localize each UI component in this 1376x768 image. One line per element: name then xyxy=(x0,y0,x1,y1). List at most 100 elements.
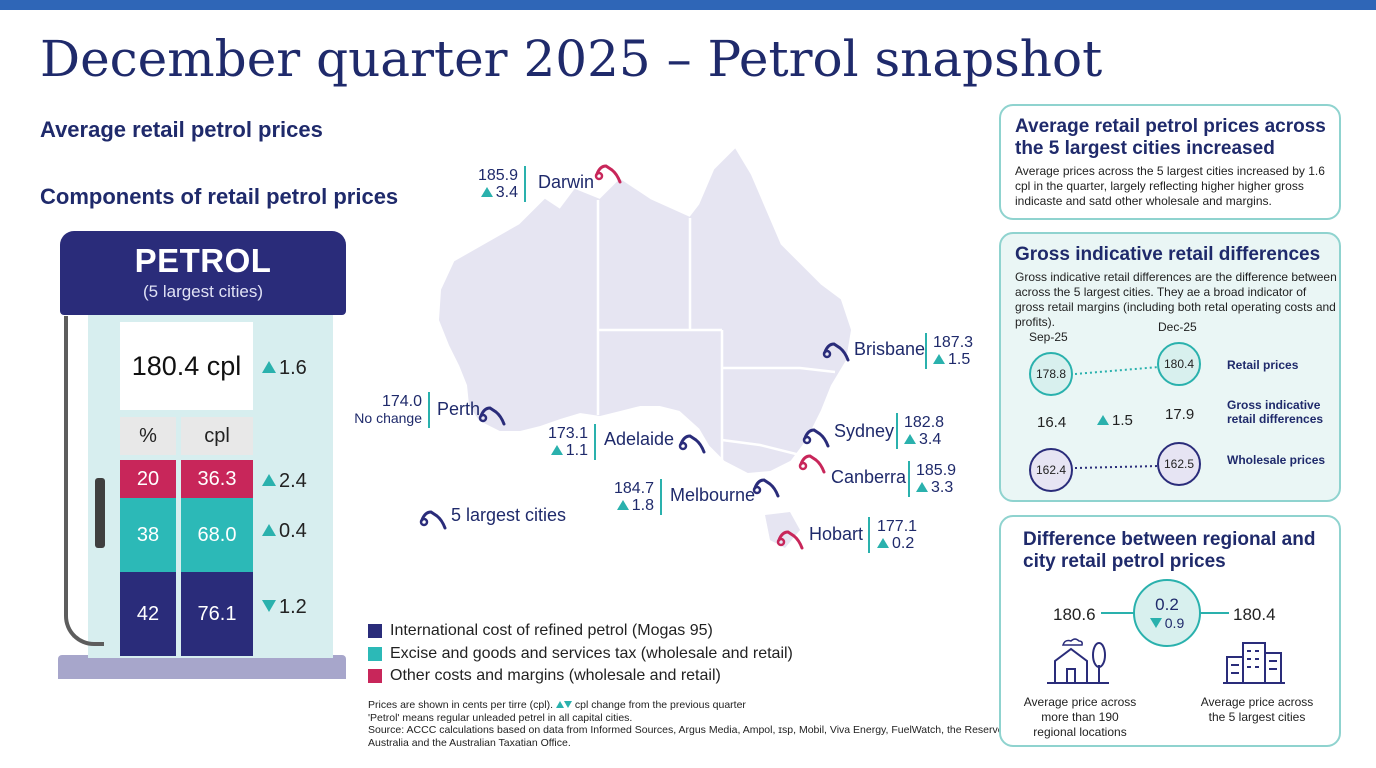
col-header-pct: % xyxy=(120,417,176,455)
decrease-icon xyxy=(563,701,572,708)
brisbane-change: 1.5 xyxy=(933,351,973,368)
sep-label: Sep-25 xyxy=(1029,330,1068,344)
increase-icon xyxy=(262,474,276,486)
hobart-price: 177.1 xyxy=(877,518,918,535)
darwin-change: 3.4 xyxy=(472,184,518,201)
component-legend: International cost of refined petrol (Mo… xyxy=(368,620,793,688)
retail-sep-circle: 178.8 xyxy=(1029,352,1073,396)
perth-change: No change xyxy=(354,410,422,426)
top-accent-bar xyxy=(0,0,1376,10)
wholesale-sep-circle: 162.4 xyxy=(1029,448,1073,492)
five-largest-legend: 5 largest cities xyxy=(451,505,567,525)
footnotes: Prices are shown in cents per tirre (cpl… xyxy=(368,699,1004,749)
melbourne-divider xyxy=(660,479,662,515)
fuel-pump-icon-darwin xyxy=(594,164,622,184)
difference-circle: 0.2 0.9 xyxy=(1133,579,1201,647)
note-source: Source: ACCC calculations based on data … xyxy=(368,724,1004,736)
increase-icon xyxy=(1097,415,1109,425)
gird-dec: 17.9 xyxy=(1165,406,1195,423)
increase-icon xyxy=(877,538,889,548)
pump-header: PETROL (5 largest cities) xyxy=(60,231,346,315)
difference-change: 0.9 xyxy=(1135,615,1199,631)
city-caption: Average price across the 5 largest citie… xyxy=(1200,695,1314,724)
panel-gird: Gross indicative retail differences Gros… xyxy=(999,232,1341,502)
legend-item: Other costs and margins (wholesale and r… xyxy=(368,665,793,688)
gird-label: Gross indicative retail differences xyxy=(1227,398,1324,426)
increase-icon xyxy=(480,187,493,197)
sydney-values: 182.8 3.4 xyxy=(904,414,944,448)
sydney-name: Sydney xyxy=(834,421,895,441)
note-units: Prices are shown in cents per tirre (cpl… xyxy=(368,699,746,711)
border-nsw-vic xyxy=(721,438,801,457)
melbourne-change: 1.8 xyxy=(606,497,654,514)
col-header-cpl: cpl xyxy=(181,417,253,455)
increase-icon xyxy=(933,354,945,364)
component-other-pct: 20 xyxy=(120,460,176,498)
perth-divider xyxy=(428,392,430,428)
regional-connector xyxy=(1101,612,1135,614)
increase-icon xyxy=(262,361,276,373)
difference-value: 0.2 xyxy=(1155,595,1179,614)
melbourne-values: 184.7 1.8 xyxy=(606,480,654,514)
note-source-cont: Australia and the Australian Taxatian Of… xyxy=(368,736,571,749)
component-international-pct: 42 xyxy=(120,572,176,656)
retail-dec-circle: 180.4 xyxy=(1157,342,1201,386)
regional-price: 180.6 xyxy=(1053,605,1096,624)
regional-house-icon xyxy=(1047,638,1109,684)
city-buildings-icon xyxy=(1223,642,1285,684)
darwin-price: 185.9 xyxy=(477,167,518,184)
legend-item: International cost of refined petrol (Mo… xyxy=(368,620,793,643)
pump-price-change: 1.6 xyxy=(262,357,307,380)
canberra-change: 3.3 xyxy=(916,479,956,496)
pump-hose xyxy=(64,316,104,646)
increase-icon xyxy=(916,482,928,492)
hobart-divider xyxy=(868,517,870,553)
increase-icon xyxy=(550,445,563,455)
adelaide-change: 1.1 xyxy=(540,442,588,459)
increase-icon xyxy=(616,500,629,510)
hobart-name: Hobart xyxy=(809,524,864,544)
darwin-name: Darwin xyxy=(538,172,595,192)
melbourne-name: Melbourne xyxy=(670,485,756,505)
adelaide-values: 173.1 1.1 xyxy=(540,425,588,459)
legend-swatch-navy xyxy=(368,624,382,639)
fuel-pump-icon-hobart xyxy=(776,530,804,550)
pump-sublabel: (5 largest cities) xyxy=(143,282,263,301)
gird-sep: 16.4 xyxy=(1037,414,1067,431)
legend-item: Excise and goods and services tax (whole… xyxy=(368,643,793,666)
dec-label: Dec-25 xyxy=(1158,320,1197,334)
increase-icon xyxy=(555,701,564,708)
regional-caption: Average price across more than 190 regio… xyxy=(1023,695,1137,739)
fuel-pump-icon-adelaide xyxy=(678,434,706,454)
hobart-change: 0.2 xyxy=(877,535,917,552)
fuel-pump-icon-legend xyxy=(419,510,447,530)
mainland-shape xyxy=(438,148,852,474)
legend-swatch-teal xyxy=(368,646,382,661)
fuel-pump-icon-perth xyxy=(478,406,506,426)
canberra-name: Canberra xyxy=(831,467,907,487)
panel1-text: Average prices across the 5 largest citi… xyxy=(1015,164,1325,208)
pump-nozzle-icon xyxy=(95,478,105,548)
wholesale-connector xyxy=(1075,465,1159,469)
panel-average-increase: Average retail petrol prices across the … xyxy=(999,104,1341,220)
brisbane-divider xyxy=(925,333,927,369)
sydney-change: 3.4 xyxy=(904,431,944,448)
canberra-values: 185.9 3.3 xyxy=(916,462,956,496)
pump-label: PETROL xyxy=(134,242,272,279)
panel-regional-city: Difference between regional and city ret… xyxy=(999,515,1341,747)
component-international-change: 1.2 xyxy=(262,596,307,619)
sydney-divider xyxy=(896,413,898,449)
hobart-values: 177.1 0.2 xyxy=(877,518,917,552)
australia-map xyxy=(438,148,852,548)
brisbane-name: Brisbane xyxy=(854,339,926,359)
component-international-cpl: 76.1 xyxy=(181,572,253,656)
increase-icon xyxy=(904,434,916,444)
wholesale-label: Wholesale prices xyxy=(1227,453,1326,467)
page-title: December quarter 2025 – Petrol snapshot xyxy=(40,30,1103,88)
perth-price: 174.0 xyxy=(381,393,422,410)
fuel-pump-icon-melbourne xyxy=(752,478,780,498)
tasmania-shape xyxy=(765,512,800,548)
darwin-values: 185.9 3.4 xyxy=(472,167,518,201)
pump-price-display: 180.4 cpl xyxy=(120,322,253,410)
perth-values: 174.0 No change xyxy=(350,393,422,427)
